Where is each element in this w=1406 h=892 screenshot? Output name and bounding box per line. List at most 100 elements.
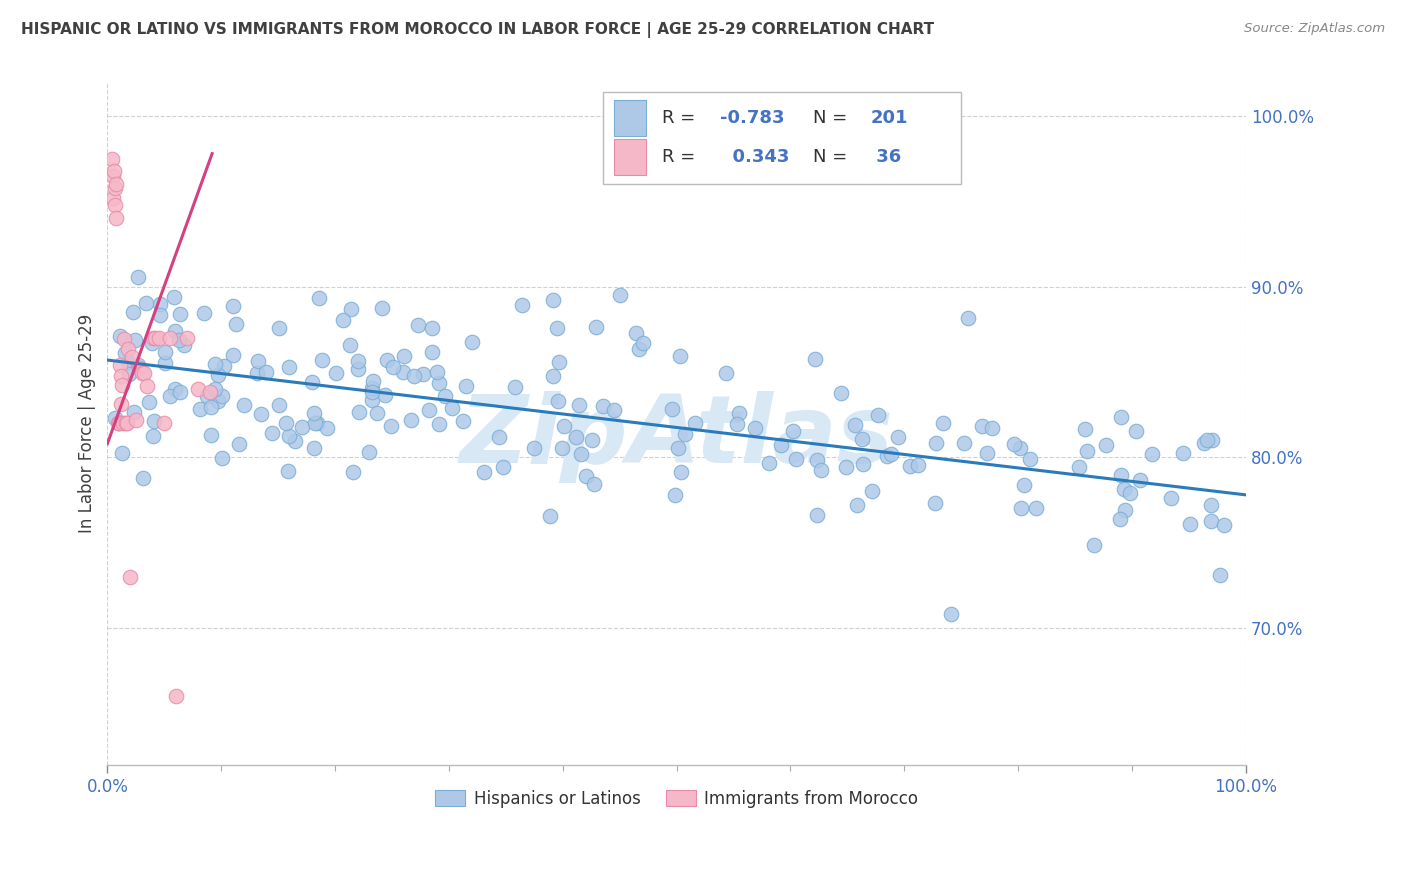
Point — [603, 403, 626, 417]
Point — [107, 416, 129, 430]
Point — [568, 398, 591, 412]
Point — [804, 352, 827, 367]
Point — [165, 382, 187, 396]
Point — [127, 359, 149, 373]
Point — [101, 191, 124, 205]
Text: -0.783: -0.783 — [720, 109, 785, 127]
Point — [1083, 538, 1105, 552]
Point — [128, 360, 150, 375]
Point — [1209, 568, 1232, 582]
Point — [932, 417, 955, 431]
Point — [769, 438, 792, 452]
Point — [1109, 468, 1132, 483]
Point — [325, 366, 347, 380]
Point — [142, 428, 165, 442]
Point — [782, 424, 804, 438]
Point — [278, 429, 301, 443]
Point — [426, 366, 449, 380]
Point — [104, 180, 127, 194]
Point — [970, 418, 993, 433]
Point — [277, 465, 299, 479]
Point — [1199, 498, 1222, 512]
Point — [207, 368, 229, 383]
Point — [316, 421, 339, 435]
Point — [633, 336, 655, 351]
Point — [290, 419, 312, 434]
Point — [422, 321, 444, 335]
Point — [585, 319, 607, 334]
Point — [1213, 518, 1236, 533]
Point — [222, 348, 245, 362]
Point — [1201, 434, 1223, 448]
Point — [254, 365, 277, 379]
Point — [575, 469, 598, 483]
Point — [941, 607, 963, 622]
Point — [149, 308, 172, 322]
Point — [981, 421, 1004, 435]
Text: HISPANIC OR LATINO VS IMMIGRANTS FROM MOROCCO IN LABOR FORCE | AGE 25-29 CORRELA: HISPANIC OR LATINO VS IMMIGRANTS FROM MO… — [21, 22, 934, 38]
Point — [553, 418, 575, 433]
Point — [165, 690, 187, 704]
Point — [392, 365, 415, 379]
Point — [1178, 517, 1201, 532]
Point — [311, 352, 333, 367]
Point — [163, 290, 186, 304]
Point — [135, 295, 157, 310]
Point — [366, 406, 388, 420]
Point — [683, 416, 706, 430]
Point — [592, 399, 614, 413]
Point — [868, 408, 890, 422]
Point — [538, 509, 561, 524]
Point — [118, 367, 141, 381]
Point — [727, 406, 749, 420]
Point — [1010, 442, 1032, 456]
Point — [925, 436, 948, 450]
Point — [197, 389, 219, 403]
Text: 201: 201 — [870, 109, 908, 127]
Point — [380, 418, 402, 433]
Point — [159, 389, 181, 403]
Point — [193, 306, 215, 320]
Point — [103, 163, 125, 178]
Point — [114, 416, 136, 430]
Point — [420, 345, 443, 359]
Point — [851, 457, 873, 471]
Point — [302, 406, 325, 420]
Point — [671, 465, 693, 479]
Point — [551, 441, 574, 455]
Point — [143, 413, 166, 427]
Point — [187, 382, 209, 396]
Point — [361, 381, 384, 395]
Point — [159, 331, 181, 345]
Point — [1074, 422, 1097, 436]
Point — [200, 428, 222, 442]
Point — [451, 414, 474, 428]
Point — [860, 484, 883, 499]
Point — [1018, 452, 1040, 467]
Point — [1012, 478, 1035, 492]
Point — [153, 416, 176, 430]
Text: R =: R = — [662, 109, 700, 127]
Point — [176, 331, 198, 345]
Point — [301, 375, 323, 389]
Point — [581, 433, 603, 447]
Point — [1002, 437, 1025, 451]
Point — [523, 441, 546, 455]
Point — [418, 402, 440, 417]
Point — [1197, 433, 1219, 447]
Point — [758, 456, 780, 470]
Point — [307, 417, 329, 431]
Point — [472, 465, 495, 479]
Point — [117, 342, 139, 356]
Point — [835, 460, 858, 475]
Point — [744, 421, 766, 435]
Point — [547, 394, 569, 409]
Point — [247, 353, 270, 368]
Point — [1199, 514, 1222, 528]
Point — [876, 450, 898, 464]
Point — [427, 417, 450, 432]
Point — [1109, 410, 1132, 425]
Point — [851, 433, 873, 447]
Point — [830, 386, 852, 401]
Point — [661, 401, 683, 416]
